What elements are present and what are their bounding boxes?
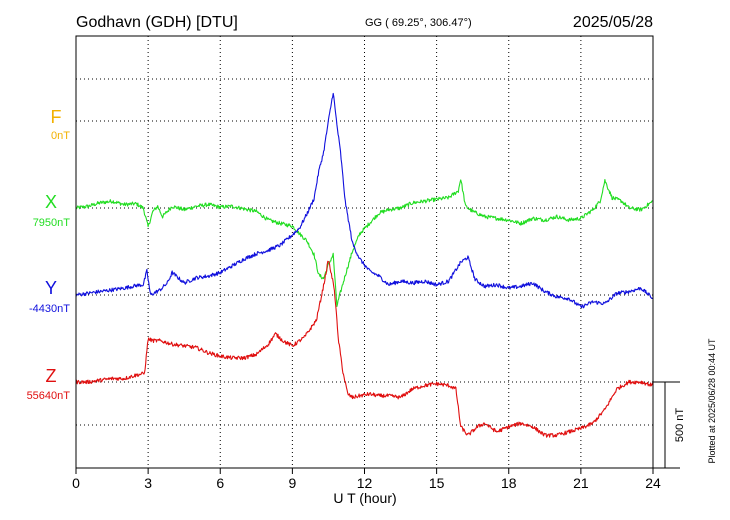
series-baseline-Z: 55640nT	[27, 390, 71, 402]
x-tick-label: 6	[216, 475, 224, 491]
series-label-Y: Y	[45, 278, 57, 298]
x-axis: 0 3 6 9 12 15 18 21 24	[72, 468, 661, 491]
station-title: Godhavn (GDH) [DTU]	[76, 14, 238, 31]
x-tick-label: 21	[573, 475, 589, 491]
series-label-Z: Z	[46, 366, 57, 386]
station-coordinates: GG ( 69.25°, 306.47°)	[365, 17, 472, 29]
x-tick-label: 18	[501, 475, 517, 491]
series-line-X	[75, 178, 654, 308]
grid	[76, 36, 653, 468]
x-tick-label: 12	[357, 475, 373, 491]
plot-date: 2025/05/28	[573, 14, 653, 31]
plotted-timestamp: Plotted at 2025/06/28 00:44 UT	[707, 338, 717, 464]
x-tick-label: 0	[72, 475, 80, 491]
x-tick-label: 24	[645, 475, 661, 491]
x-axis-label: U T (hour)	[333, 490, 396, 506]
series-baseline-Y: -4430nT	[29, 303, 70, 315]
x-tick-label: 3	[144, 475, 152, 491]
series-traces	[75, 92, 654, 438]
series-label-F: F	[51, 107, 62, 127]
series-baseline-X: 7950nT	[33, 217, 71, 229]
series-line-Y	[75, 92, 654, 309]
series-label-X: X	[45, 192, 57, 212]
scale-bar-label: 500 nT	[674, 408, 686, 443]
x-tick-label: 9	[288, 475, 296, 491]
series-baseline-F: 0nT	[51, 130, 70, 142]
series-line-Z	[75, 260, 654, 438]
x-tick-label: 15	[429, 475, 445, 491]
